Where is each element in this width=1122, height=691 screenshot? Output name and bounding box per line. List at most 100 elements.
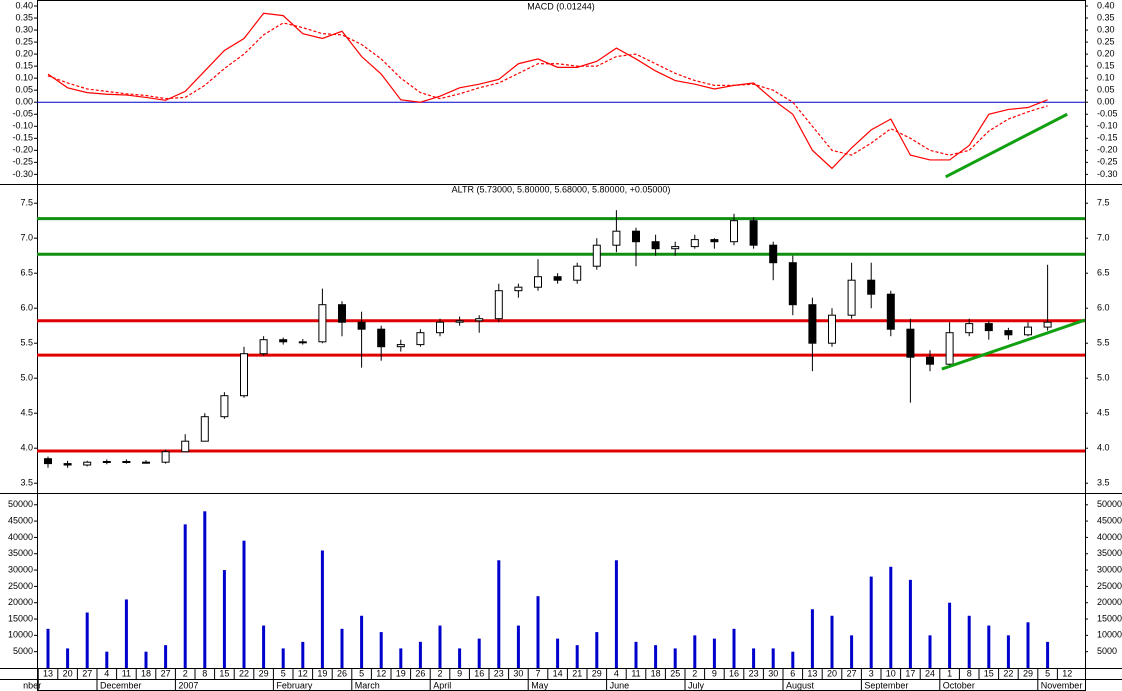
candle-body [886, 293, 895, 330]
candle-body [1024, 326, 1032, 336]
x-tick-label: 11 [631, 668, 640, 678]
y-tick-label: 0.00 [1097, 97, 1115, 107]
volume-bar [850, 635, 854, 668]
macd-line [47, 12, 1048, 170]
month-label: October [943, 680, 975, 690]
volume-bar [46, 628, 50, 668]
y-tick-label: 0.15 [1097, 61, 1115, 71]
x-tick-label: 10 [886, 668, 896, 678]
candle-body [984, 323, 993, 332]
y-tick-label: 5000 [13, 646, 33, 656]
y-tick-label: 5.5 [20, 338, 33, 348]
x-tick-label: 5 [359, 668, 364, 678]
y-tick-label: 0.10 [15, 73, 33, 83]
candle-body [730, 220, 738, 243]
volume-bar [438, 625, 442, 668]
volume-bar [673, 648, 677, 668]
volume-bar [340, 628, 344, 668]
month-label: February [276, 680, 313, 690]
x-tick-label: 4 [614, 668, 619, 678]
x-tick-label: 15 [984, 668, 994, 678]
volume-bar [124, 599, 128, 668]
volume-bar [810, 609, 814, 668]
y-tick-label: 0.15 [15, 61, 33, 71]
y-tick-label: 0.20 [15, 48, 33, 58]
y-tick-label: 0.35 [15, 12, 33, 22]
y-tick-label: 35000 [8, 548, 33, 558]
volume-bar [948, 602, 952, 668]
candle-body [926, 356, 934, 365]
y-tick-label: 0.05 [15, 85, 33, 95]
x-tick-label: 5 [1045, 668, 1050, 678]
x-tick-label: 12 [376, 668, 386, 678]
y-tick-label: -0.30 [1097, 169, 1118, 179]
x-tick-label: 11 [122, 668, 131, 678]
candle-body [200, 416, 209, 442]
candle-body [553, 276, 562, 281]
price-title: ALTR (5.73000, 5.80000, 5.68000, 5.80000… [452, 184, 671, 194]
volume-bar [477, 638, 481, 668]
candle-body [514, 286, 523, 292]
y-tick-label: 10000 [1097, 630, 1122, 640]
y-tick-label: 40000 [1097, 532, 1122, 542]
month-label: November [1041, 680, 1083, 690]
x-tick-label: 20 [63, 668, 73, 678]
x-tick-label: 17 [905, 668, 915, 678]
volume-bar [693, 635, 697, 668]
y-tick-label: 50000 [8, 499, 33, 509]
x-tick-label: 7 [535, 668, 540, 678]
y-tick-label: 0.00 [15, 97, 33, 107]
x-tick-label: 4 [104, 668, 109, 678]
x-tick-label: 18 [651, 668, 661, 678]
volume-bar [105, 651, 109, 668]
candle-body [455, 320, 464, 323]
volume-bar [66, 648, 70, 668]
y-tick-label: -0.20 [1097, 145, 1118, 155]
volume-bar [869, 576, 873, 668]
volume-bar [1046, 641, 1050, 668]
volume-bar [203, 511, 207, 668]
volume-bar [830, 615, 834, 668]
x-tick-label: 25 [670, 668, 680, 678]
x-tick-label: 30 [513, 668, 523, 678]
candle-body [808, 304, 817, 344]
volume-bar [262, 625, 266, 668]
x-tick-label: 13 [807, 668, 817, 678]
candle-body [44, 458, 52, 465]
y-tick-label: 15000 [8, 613, 33, 623]
month-label: March [355, 680, 380, 690]
y-tick-label: 0.30 [1097, 24, 1115, 34]
y-tick-label: -0.05 [1097, 109, 1118, 119]
volume-bar [418, 641, 422, 668]
candle-body [788, 262, 797, 306]
y-tick-label: 4.0 [1097, 443, 1110, 453]
month-label: May [531, 680, 549, 690]
volume-bar [614, 560, 618, 668]
volume-bar [752, 648, 756, 668]
volume-bar [712, 638, 716, 668]
x-tick-label: 19 [317, 668, 327, 678]
candle-body [651, 241, 660, 250]
y-tick-label: -0.15 [12, 133, 33, 143]
candle-body [534, 276, 542, 288]
x-tick-label: 12 [298, 668, 308, 678]
candle-body [142, 461, 150, 464]
volume-bar [183, 524, 187, 668]
y-tick-label: -0.25 [12, 157, 33, 167]
volume-bar [1026, 622, 1030, 668]
x-tick-label: 6 [790, 668, 795, 678]
candle-body [318, 304, 327, 343]
volume-bar [791, 651, 795, 668]
y-tick-label: 6.5 [20, 268, 33, 278]
y-tick-label: 5.0 [20, 373, 33, 383]
y-tick-label: 4.5 [20, 408, 33, 418]
candle-body [592, 244, 601, 267]
candle-body [965, 323, 974, 334]
volume-bar [634, 641, 638, 668]
x-tick-label: 21 [572, 668, 582, 678]
x-tick-label: 23 [494, 668, 504, 678]
x-tick-label: 22 [1003, 668, 1013, 678]
x-tick-label: 27 [847, 668, 857, 678]
x-tick-label: 8 [202, 668, 207, 678]
x-tick-label: 16 [474, 668, 484, 678]
